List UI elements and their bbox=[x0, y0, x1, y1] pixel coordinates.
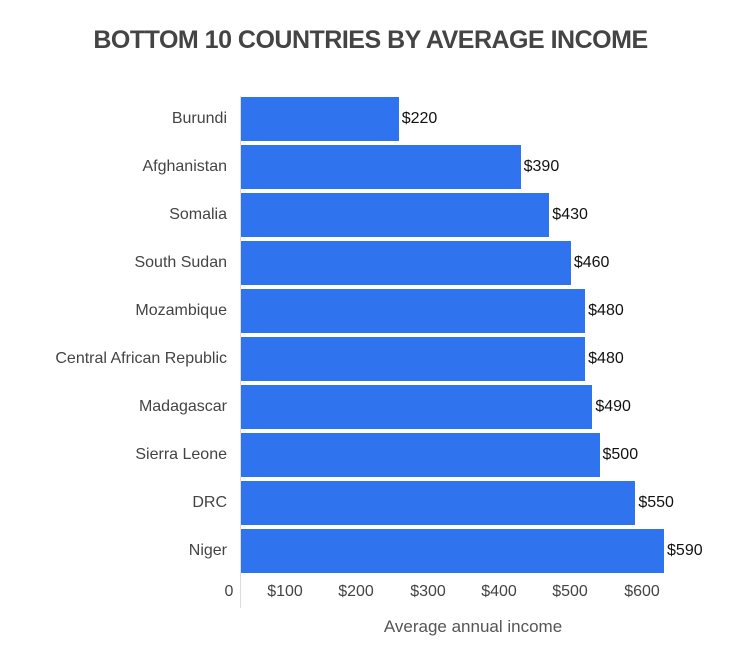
plot-area: $220 $390 $430 $460 $480 $480 $490 $500 $550 $590 bbox=[241, 96, 721, 576]
bar bbox=[241, 97, 399, 141]
x-tick-label: $400 bbox=[481, 583, 517, 600]
bar bbox=[241, 337, 586, 381]
bar bbox=[241, 529, 665, 573]
x-tick-label: $200 bbox=[338, 583, 374, 600]
bar-value-label: $220 bbox=[401, 110, 438, 127]
y-axis-line bbox=[240, 96, 241, 608]
category-label: Mozambique bbox=[135, 302, 227, 319]
bar-value-label: $460 bbox=[573, 254, 610, 271]
bar bbox=[241, 145, 521, 189]
category-label: Burundi bbox=[171, 110, 227, 127]
x-axis-label: Average annual income bbox=[383, 617, 563, 636]
bar-value-label: $490 bbox=[595, 398, 631, 415]
bar bbox=[241, 193, 550, 237]
chart-title: BOTTOM 10 COUNTRIES BY AVERAGE INCOME bbox=[93, 26, 648, 54]
bar bbox=[241, 241, 571, 285]
category-label: Sierra Leone bbox=[135, 446, 227, 463]
bar-value-label: $500 bbox=[602, 446, 639, 463]
category-label: Niger bbox=[188, 542, 227, 559]
bar bbox=[241, 481, 636, 525]
x-tick-label: $300 bbox=[410, 583, 446, 600]
category-label: Afghanistan bbox=[142, 158, 227, 175]
bar-value-label: $480 bbox=[588, 302, 624, 319]
bar-value-label: $480 bbox=[588, 350, 624, 367]
bar bbox=[241, 385, 593, 429]
category-label: Madagascar bbox=[138, 398, 227, 415]
bar-value-label: $390 bbox=[523, 158, 560, 175]
bar bbox=[241, 433, 600, 477]
x-tick-label: $600 bbox=[624, 583, 660, 600]
bar-value-label: $550 bbox=[638, 494, 674, 511]
bar-value-label: $590 bbox=[667, 542, 703, 559]
category-label: South Sudan bbox=[134, 254, 227, 271]
x-tick-label: $500 bbox=[552, 583, 588, 600]
category-label: DRC bbox=[192, 494, 227, 511]
category-label: Central African Republic bbox=[55, 350, 227, 367]
x-tick-label: $100 bbox=[267, 583, 303, 600]
bar-value-label: $430 bbox=[552, 206, 588, 223]
x-tick-label: 0 bbox=[224, 583, 234, 600]
bar bbox=[241, 289, 586, 333]
category-label: Somalia bbox=[169, 206, 227, 223]
